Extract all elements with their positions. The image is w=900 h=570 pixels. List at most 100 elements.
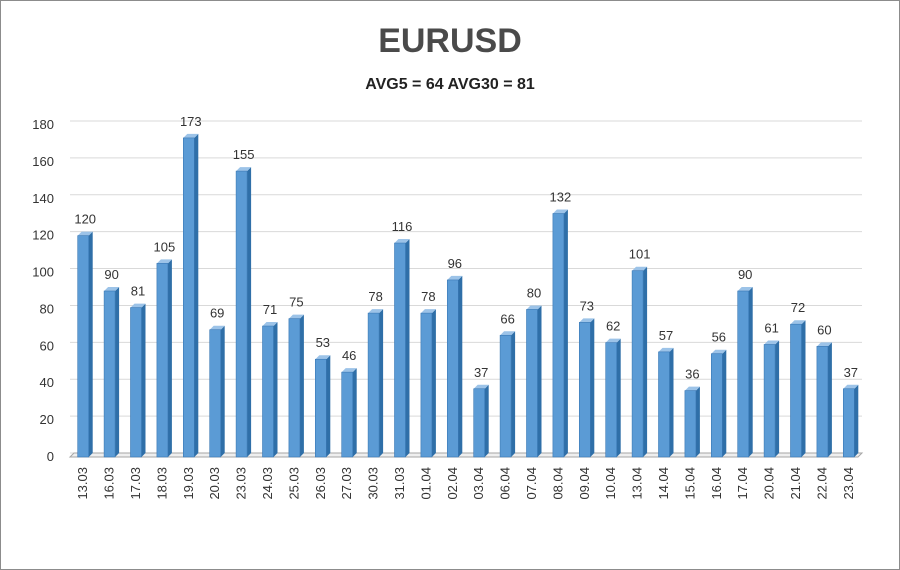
bar-side <box>590 318 595 457</box>
bar <box>262 325 274 458</box>
data-label: 78 <box>368 289 382 304</box>
bar-top <box>209 325 225 330</box>
bar-top <box>764 340 780 345</box>
bar-top <box>552 209 568 214</box>
y-tick-label: 0 <box>47 449 54 464</box>
bar <box>103 290 116 458</box>
x-tick-label: 16.03 <box>102 467 117 500</box>
y-tick-label: 20 <box>40 412 54 427</box>
data-label: 46 <box>342 348 356 363</box>
bar <box>367 312 380 458</box>
bar-top <box>658 347 674 352</box>
bar-side <box>722 349 727 457</box>
bar-top <box>579 318 595 323</box>
x-tick-label: 26.03 <box>313 467 328 500</box>
bar <box>790 323 802 458</box>
bar-side <box>194 133 199 457</box>
bar-side <box>643 266 648 457</box>
x-tick-label: 02.04 <box>445 467 460 500</box>
bar-side <box>801 320 806 457</box>
data-label: 73 <box>580 298 594 313</box>
bar <box>737 290 750 458</box>
bar <box>631 270 644 458</box>
data-label: 66 <box>500 311 514 326</box>
x-tick-label: 17.04 <box>735 467 750 500</box>
x-tick-label: 23.04 <box>841 467 856 500</box>
data-label: 71 <box>263 302 277 317</box>
x-tick-label: 15.04 <box>682 467 697 500</box>
data-label: 53 <box>316 335 330 350</box>
data-label: 120 <box>74 212 96 227</box>
bar-side <box>167 259 172 457</box>
data-label: 81 <box>131 284 145 299</box>
bar-side <box>458 275 463 457</box>
bar-top <box>526 305 542 310</box>
bar <box>552 213 565 458</box>
x-tick-label: 03.04 <box>471 467 486 500</box>
x-tick-label: 20.03 <box>207 467 222 500</box>
bar-side <box>299 314 304 457</box>
bar <box>183 137 195 458</box>
bar-top <box>843 384 859 389</box>
data-label: 37 <box>474 365 488 380</box>
bar <box>209 329 221 458</box>
x-tick-label: 01.04 <box>418 467 433 500</box>
x-tick-label: 06.04 <box>498 467 513 500</box>
bar-top <box>130 303 146 308</box>
bar-top <box>816 342 832 347</box>
bar-top <box>368 309 384 314</box>
data-label: 57 <box>659 328 673 343</box>
y-tick-label: 120 <box>32 228 54 243</box>
bar-side <box>141 303 146 457</box>
data-label: 116 <box>392 219 413 234</box>
y-tick-label: 40 <box>40 375 54 390</box>
bar-side <box>511 331 516 457</box>
data-label: 78 <box>421 289 435 304</box>
data-label: 80 <box>527 285 541 300</box>
bar-top <box>711 349 727 354</box>
bar <box>842 388 855 458</box>
x-tick-label: 20.04 <box>762 467 777 500</box>
bar <box>710 353 723 458</box>
x-tick-label: 10.04 <box>603 467 618 500</box>
x-tick-label: 18.03 <box>154 467 169 500</box>
y-tick-label: 140 <box>32 191 54 206</box>
data-label: 69 <box>210 306 224 321</box>
bar <box>394 242 406 458</box>
bar <box>235 170 248 458</box>
bar <box>526 309 538 458</box>
bar-top <box>447 275 463 280</box>
bar-top <box>684 386 700 391</box>
bar <box>420 312 433 458</box>
data-label: 155 <box>233 147 255 162</box>
bar <box>658 351 670 458</box>
bar-side <box>220 325 225 457</box>
bar-top <box>420 309 436 314</box>
bar <box>341 371 354 458</box>
x-tick-label: 30.03 <box>366 467 381 500</box>
x-tick-label: 13.04 <box>630 467 645 500</box>
bar-top <box>156 259 172 264</box>
x-tick-label: 16.04 <box>709 467 724 500</box>
bar-top <box>315 355 331 360</box>
data-label: 132 <box>550 190 572 205</box>
bar-top <box>341 368 357 373</box>
bar-side <box>537 305 542 457</box>
bar-side <box>563 209 568 457</box>
bar <box>288 318 301 458</box>
bar-side <box>273 322 278 457</box>
data-label: 56 <box>712 330 726 345</box>
x-tick-label: 13.03 <box>75 467 90 500</box>
bar-side <box>379 309 384 457</box>
chart-title: EURUSD <box>378 22 522 60</box>
bar-top <box>236 167 252 172</box>
x-tick-label: 25.03 <box>286 467 301 500</box>
bar-side <box>695 386 700 457</box>
data-label: 96 <box>448 256 462 271</box>
bar <box>763 344 776 458</box>
bar-top <box>104 287 120 291</box>
x-tick-label: 21.04 <box>788 467 803 500</box>
x-tick-label: 09.04 <box>577 467 592 500</box>
data-label: 101 <box>629 247 651 262</box>
